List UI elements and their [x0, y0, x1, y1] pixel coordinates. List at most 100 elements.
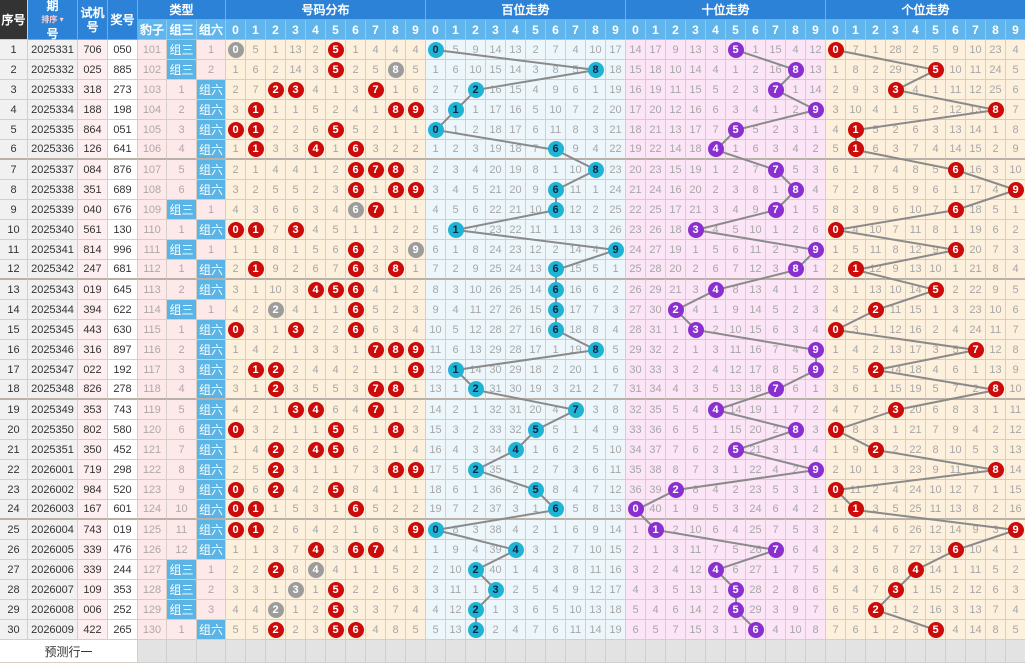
predict-cell[interactable] [846, 640, 866, 663]
units-omission: 2 [846, 540, 866, 560]
predict-cell[interactable] [366, 640, 386, 663]
predict-cell[interactable] [546, 640, 566, 663]
type-omission: 4 [167, 380, 197, 400]
dist-omission: 6 [366, 320, 386, 340]
dist-cell-hit: 5 [326, 600, 346, 620]
predict-cell[interactable] [706, 640, 726, 663]
predict-cell[interactable] [726, 640, 746, 663]
predict-cell[interactable] [806, 640, 826, 663]
dist-cell-hit: 7 [366, 380, 386, 400]
predict-cell[interactable] [197, 640, 226, 663]
predict-cell[interactable] [666, 640, 686, 663]
predict-cell[interactable] [446, 640, 466, 663]
hundreds-omission: 10 [566, 160, 586, 180]
predict-cell[interactable] [326, 640, 346, 663]
predict-cell[interactable] [986, 640, 1006, 663]
predict-cell[interactable] [306, 640, 326, 663]
predict-cell[interactable] [526, 640, 546, 663]
dist-cell-hit: 2 [266, 480, 286, 500]
predict-cell[interactable] [866, 640, 886, 663]
hundreds-cell-hit: 6 [546, 180, 566, 200]
units-omission: 8 [846, 60, 866, 80]
units-cell-hit: 9 [1006, 180, 1025, 200]
predict-cell[interactable] [167, 640, 197, 663]
predict-cell[interactable] [626, 640, 646, 663]
units-omission: 24 [966, 320, 986, 340]
predict-cell[interactable] [1006, 640, 1025, 663]
tens-omission: 8 [686, 480, 706, 500]
predict-cell[interactable] [506, 640, 526, 663]
row-test-number: 006 [78, 600, 108, 620]
predict-cell[interactable] [606, 640, 626, 663]
dist-cell-hit: 6 [346, 200, 366, 220]
hundreds-omission: 14 [466, 360, 486, 380]
dist-hit-ball: 3 [287, 401, 304, 418]
header-issue[interactable]: 期排序 ▾ 号 [28, 0, 78, 41]
hundreds-omission: 1 [526, 500, 546, 520]
predict-cell[interactable] [926, 640, 946, 663]
units-hit-ball: 4 [907, 561, 924, 578]
tens-omission: 4 [786, 340, 806, 360]
hundreds-cell-hit: 4 [506, 440, 526, 460]
units-cell-hit: 5 [926, 620, 946, 640]
predict-cell[interactable] [786, 640, 806, 663]
units-omission: 10 [1006, 160, 1025, 180]
type-omission: 129 [138, 600, 167, 620]
hundreds-omission: 6 [446, 340, 466, 360]
type-tag: 组六 [197, 260, 226, 280]
header-type-0: 豹子 [138, 20, 167, 40]
units-omission: 7 [926, 200, 946, 220]
tens-omission: 6 [786, 540, 806, 560]
tens-omission: 31 [626, 380, 646, 400]
units-omission: 12 [946, 480, 966, 500]
dist-omission: 13 [286, 40, 306, 60]
predict-cell[interactable] [746, 640, 766, 663]
predict-cell[interactable] [686, 640, 706, 663]
predict-cell[interactable] [486, 640, 506, 663]
predict-cell[interactable] [266, 640, 286, 663]
predict-cell[interactable] [826, 640, 846, 663]
row-prize-number: 051 [108, 120, 138, 140]
sort-icon[interactable]: 排序 ▾ [41, 14, 64, 24]
tens-omission: 17 [666, 200, 686, 220]
predict-cell[interactable] [906, 640, 926, 663]
hundreds-hit-ball: 9 [607, 241, 624, 258]
dist-cell-hit: 6 [346, 500, 366, 520]
tens-hit-ball: 7 [767, 541, 784, 558]
units-cell-hit: 3 [886, 400, 906, 420]
units-omission: 10 [966, 40, 986, 60]
units-omission: 16 [906, 320, 926, 340]
predict-cell[interactable] [886, 640, 906, 663]
hundreds-omission: 13 [446, 620, 466, 640]
predict-cell[interactable] [226, 640, 246, 663]
row-seq: 29 [0, 600, 28, 620]
predict-cell[interactable] [466, 640, 486, 663]
hundreds-hit-ball: 2 [467, 621, 484, 638]
units-omission: 3 [886, 140, 906, 160]
predict-cell[interactable] [286, 640, 306, 663]
predict-cell[interactable] [646, 640, 666, 663]
predict-cell[interactable] [566, 640, 586, 663]
predict-cell[interactable] [586, 640, 606, 663]
hundreds-omission: 1 [546, 340, 566, 360]
predict-cell[interactable] [346, 640, 366, 663]
predict-cell[interactable] [386, 640, 406, 663]
tens-omission: 5 [806, 200, 826, 220]
predict-cell[interactable] [946, 640, 966, 663]
dist-hit-ball: 5 [327, 441, 344, 458]
dist-hit-ball: 1 [247, 361, 264, 378]
units-omission: 8 [846, 420, 866, 440]
predict-cell[interactable] [246, 640, 266, 663]
hundreds-omission: 6 [566, 520, 586, 540]
predict-cell[interactable] [406, 640, 426, 663]
predict-cell[interactable] [426, 640, 446, 663]
hundreds-omission: 20 [526, 400, 546, 420]
hundreds-cell-hit: 8 [586, 160, 606, 180]
tens-omission: 5 [706, 380, 726, 400]
predict-cell[interactable] [766, 640, 786, 663]
dist-hit-ball: 0 [227, 501, 244, 517]
predict-cell[interactable] [966, 640, 986, 663]
predict-cell[interactable] [138, 640, 167, 663]
units-omission: 8 [866, 180, 886, 200]
dist-omission: 8 [346, 480, 366, 500]
